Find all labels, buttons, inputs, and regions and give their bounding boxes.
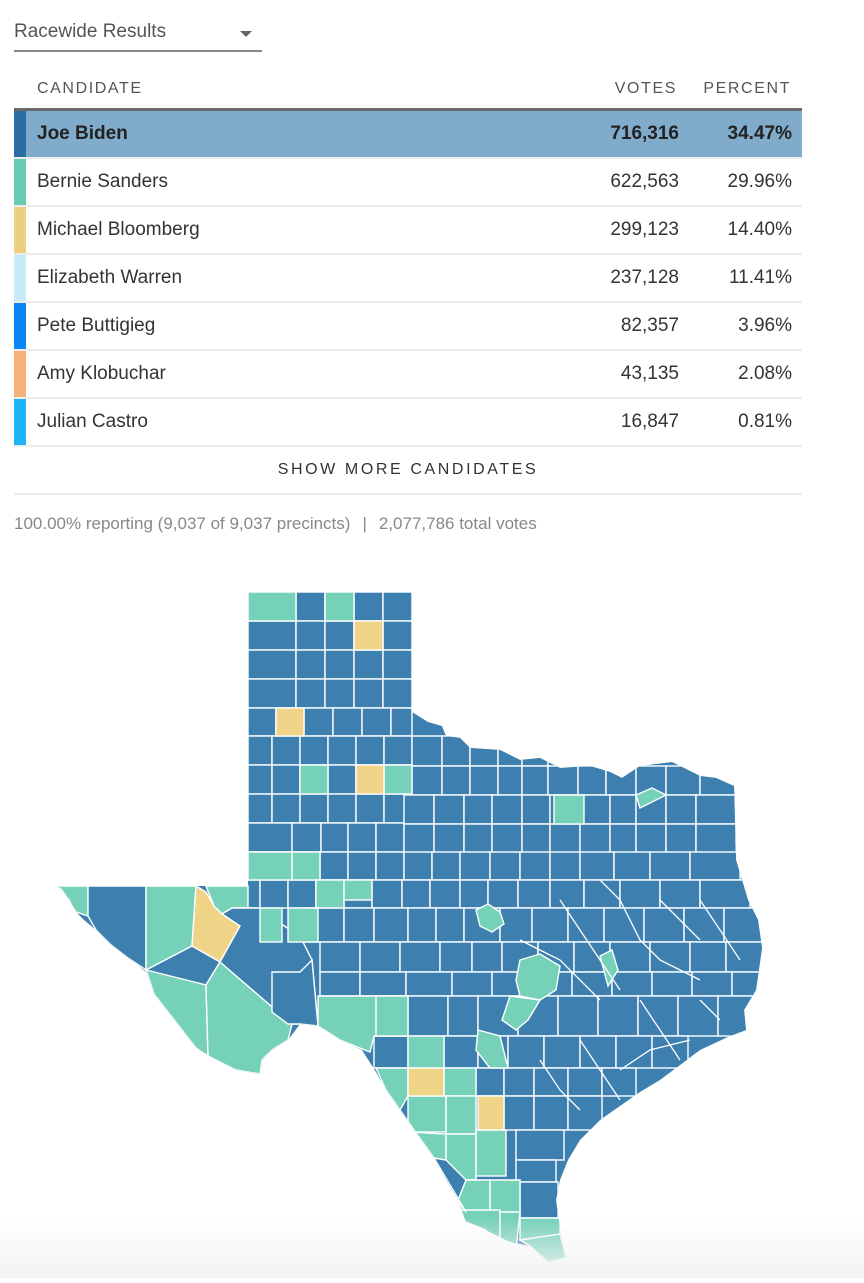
candidate-votes: 82,357 [620,315,679,336]
results-table: CANDIDATE VOTES PERCENT Joe Biden 716,31… [14,76,802,495]
table-row: Julian Castro 16,847 0.81% [14,399,802,447]
results-view-dropdown[interactable]: Racewide Results [14,18,262,52]
candidate-name: Bernie Sanders [37,171,168,192]
candidate-percent: 0.81% [738,411,792,432]
candidate-color-swatch [14,351,26,397]
candidate-color-swatch [14,159,26,205]
table-row: Amy Klobuchar 43,135 2.08% [14,351,802,399]
reporting-status: 100.00% reporting (9,037 of 9,037 precin… [14,514,537,534]
table-header: CANDIDATE VOTES PERCENT [14,76,802,111]
caret-down-icon [240,31,252,37]
header-votes: VOTES [614,80,677,97]
candidate-votes: 16,847 [620,411,679,432]
show-more-candidates-button[interactable]: SHOW MORE CANDIDATES [14,447,802,495]
texas-map-svg [56,592,762,1262]
candidate-name: Pete Buttigieg [37,315,156,336]
dropdown-selected-label: Racewide Results [14,21,167,42]
candidate-percent: 2.08% [738,363,792,384]
header-candidate: CANDIDATE [37,80,143,97]
table-row: Joe Biden 716,316 34.47% [14,111,802,159]
candidate-name: Joe Biden [37,123,128,144]
candidate-name: Amy Klobuchar [37,363,166,384]
candidate-name: Elizabeth Warren [37,267,183,288]
candidate-percent: 3.96% [738,315,792,336]
candidate-percent: 29.96% [727,171,792,192]
candidate-color-swatch [14,255,26,301]
table-row: Pete Buttigieg 82,357 3.96% [14,303,802,351]
candidate-votes: 237,128 [610,267,679,288]
candidate-votes: 716,316 [610,123,679,144]
candidate-percent: 34.47% [727,123,792,144]
candidate-color-swatch [14,207,26,253]
candidate-color-swatch [14,399,26,445]
candidate-name: Julian Castro [37,411,148,432]
candidate-color-swatch [14,303,26,349]
table-row: Bernie Sanders 622,563 29.96% [14,159,802,207]
candidate-votes: 622,563 [610,171,679,192]
status-separator: | [362,514,367,533]
table-row: Michael Bloomberg 299,123 14.40% [14,207,802,255]
total-votes: 2,077,786 total votes [378,514,537,533]
county-results-map[interactable] [0,580,864,1278]
candidate-name: Michael Bloomberg [37,219,200,240]
header-percent: PERCENT [703,80,791,97]
candidate-percent: 14.40% [727,219,792,240]
table-row: Elizabeth Warren 237,128 11.41% [14,255,802,303]
candidate-votes: 43,135 [620,363,679,384]
candidate-percent: 11.41% [728,267,792,288]
precincts-reporting: 100.00% reporting (9,037 of 9,037 precin… [14,514,351,533]
candidate-color-swatch [14,111,26,157]
candidate-votes: 299,123 [610,219,679,240]
